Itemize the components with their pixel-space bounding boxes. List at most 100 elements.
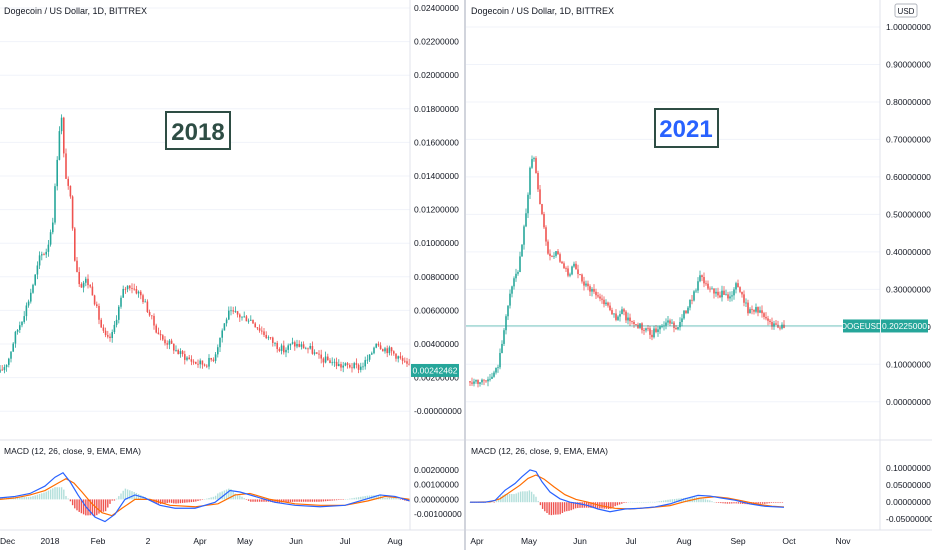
left-candle (311, 341, 314, 355)
currency-badge[interactable]: USD (894, 3, 918, 18)
right-macd-tick-label: 0.00000000 (886, 497, 931, 507)
right-macd-histogram-bar (658, 501, 660, 503)
right-macd-histogram-bar (706, 499, 709, 503)
left-candle (155, 323, 157, 334)
left-macd-histogram-bar (247, 499, 250, 501)
left-macd-histogram-bar (309, 499, 311, 502)
left-candle (140, 289, 142, 300)
right-candle (589, 284, 591, 296)
right-candle (593, 284, 595, 294)
right-time-tick-label: Sep (730, 536, 745, 546)
left-candle (283, 340, 285, 355)
left-macd-histogram-bar (344, 499, 347, 500)
left-macd-histogram-bar (230, 489, 232, 500)
right-candle (653, 325, 655, 339)
right-macd-histogram-bar (647, 501, 649, 503)
right-macd-histogram-bar (541, 502, 544, 509)
left-macd-histogram-bar (252, 499, 254, 502)
right-candle (697, 277, 699, 294)
right-macd-histogram-bar (733, 502, 735, 504)
right-macd-histogram-bar (552, 502, 555, 515)
left-candle (258, 324, 261, 333)
left-macd-histogram-bar (289, 499, 292, 502)
right-macd-histogram-bar (500, 496, 502, 503)
left-candle (212, 357, 215, 363)
left-macd-histogram-bar (300, 499, 303, 502)
right-candle (617, 315, 619, 321)
right-macd-histogram-bar (592, 502, 594, 509)
left-macd-histogram-bar (208, 498, 210, 500)
left-candle (181, 349, 184, 357)
right-candle (487, 376, 489, 387)
right-candle (627, 312, 629, 325)
left-price-tick-label: 0.02400000 (414, 3, 459, 13)
left-candle (221, 328, 223, 343)
right-candle (705, 280, 707, 286)
right-candle (745, 298, 747, 307)
right-candle (623, 307, 625, 316)
right-macd-histogram-bar (519, 491, 522, 503)
left-candle (228, 306, 230, 321)
right-candle (531, 155, 533, 169)
left-macd-histogram-bar (214, 495, 217, 500)
left-time-tick-label: Dec (0, 536, 16, 546)
left-macd-histogram-bar (47, 490, 50, 500)
left-candle (393, 350, 395, 356)
right-candle (611, 307, 613, 316)
left-macd-histogram-bar (80, 499, 83, 514)
right-macd-histogram-bar (629, 501, 632, 503)
right-macd-histogram-bar (594, 502, 597, 509)
right-macd-histogram-bar (667, 499, 669, 503)
left-candle (333, 358, 336, 367)
right-candle (655, 324, 657, 334)
annotation-2021-label: 2021 (659, 116, 712, 143)
right-candle (741, 291, 743, 298)
left-candle (80, 282, 83, 288)
right-candle (565, 266, 567, 272)
left-candle (43, 252, 45, 256)
left-macd-histogram-bar (16, 497, 19, 500)
left-candle (256, 327, 259, 331)
left-candle (38, 251, 41, 270)
left-macd-histogram-bar (65, 496, 67, 500)
right-macd-histogram-bar (720, 502, 722, 504)
left-candle (115, 315, 118, 328)
right-macd-histogram-bar (649, 501, 652, 503)
left-candle (322, 357, 325, 368)
left-macd-histogram-bar (54, 487, 56, 500)
left-candle (12, 342, 14, 352)
right-candle (545, 225, 547, 246)
right-last-price-value: 0.20225000 (882, 321, 927, 331)
left-price-tick-label: 0.01000000 (414, 238, 459, 248)
left-price-tick-label: -0.00000000 (414, 406, 462, 416)
right-candle (575, 261, 577, 270)
left-macd-histogram-bar (192, 499, 195, 502)
left-macd-histogram-bar (21, 497, 23, 500)
left-macd-histogram-bar (56, 487, 58, 500)
left-candle (219, 337, 221, 352)
right-price-tick-label: 1.00000000 (886, 22, 931, 32)
right-macd-histogram-bar (495, 500, 498, 503)
left-candle (85, 276, 87, 287)
right-candle (775, 320, 777, 325)
left-macd-histogram-bar (353, 497, 355, 500)
left-candle (243, 311, 245, 318)
left-macd-histogram-bar (109, 499, 111, 504)
left-candle (179, 348, 182, 358)
right-macd-histogram-bar (616, 502, 619, 506)
left-macd-histogram-bar (245, 499, 248, 500)
left-candle (252, 319, 254, 324)
right-macd-histogram-bar (570, 502, 572, 511)
left-candle (98, 303, 100, 325)
right-candle (541, 203, 543, 216)
right-candle (485, 380, 487, 383)
right-macd-histogram-bar (511, 494, 513, 503)
left-macd-histogram-bar (287, 499, 289, 503)
right-macd-histogram-bar (770, 502, 773, 503)
right-macd-histogram-bar (768, 502, 770, 504)
left-macd-histogram-bar (93, 499, 96, 517)
left-candle (285, 347, 287, 358)
right-macd-histogram-bar (726, 502, 729, 504)
right-candle (761, 305, 763, 318)
right-macd-histogram-bar (775, 502, 777, 503)
